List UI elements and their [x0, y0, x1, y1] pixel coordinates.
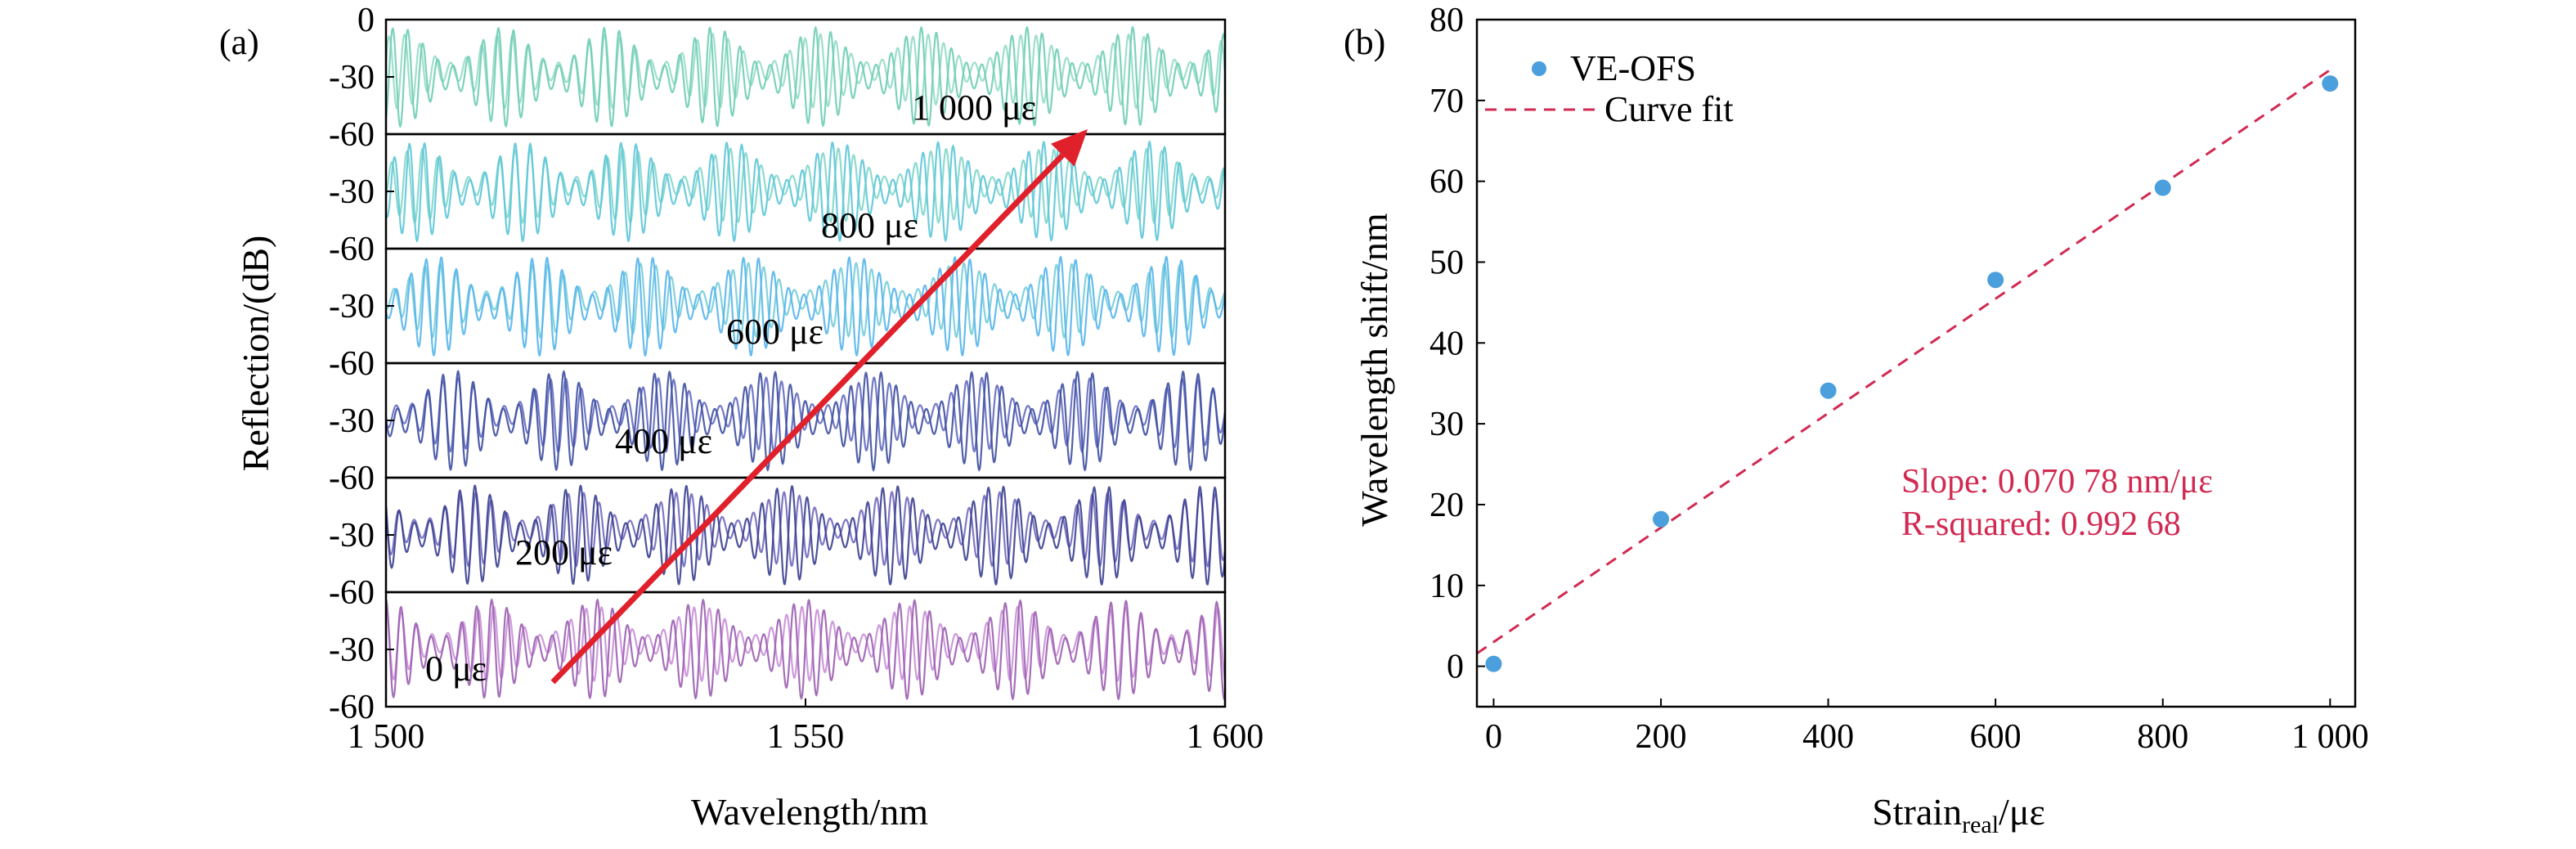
x-tick-labels: 0 200 400 600 800 1 000 [1485, 718, 2369, 756]
spectrum-trace-2-b [384, 375, 1226, 454]
y-tick-label: -60 [329, 574, 375, 612]
data-point [2154, 179, 2171, 196]
data-points [1485, 75, 2339, 672]
spectrum-trace-4-a [384, 140, 1226, 243]
trace-frames [384, 18, 1227, 708]
arrow-head [1051, 129, 1088, 167]
x-axis-title-b: Strainreal/με [1872, 791, 2045, 838]
y-tick-labels: 0 -30 -60 -30 -60 -30 -60 -30 -60 -30 -60 -30 -60 [329, 2, 375, 726]
y-tick-label: -30 [329, 631, 375, 669]
strain-label-5: 1 000 με [912, 88, 1036, 128]
strain-label-2: 400 με [615, 421, 712, 461]
y-axis-title-b: Wavelength shift/nm [1353, 213, 1395, 527]
x-axis-title-b-subscript: real [1962, 811, 1999, 838]
data-point [1820, 382, 1837, 399]
fit-line-path [1476, 69, 2331, 655]
y-tick-label: -30 [329, 402, 375, 440]
x-tick-label: 800 [2137, 718, 2188, 756]
x-tick-label: 200 [1636, 718, 1687, 756]
y-tick-label: -30 [329, 59, 375, 97]
spectrum-trace-3-b [385, 262, 1226, 339]
y-tick-label: -60 [329, 689, 375, 726]
strain-labels: 0 με 200 με 400 με 600 με 800 με 1 000 με [425, 88, 1036, 689]
x-tick-label: 1 550 [767, 718, 845, 756]
strain-label-3: 600 με [726, 312, 824, 352]
x-tick-labels: 1 500 1 550 1 600 [348, 718, 1264, 756]
fit-rsquared-text: R-squared: 0.992 68 [1901, 505, 2181, 543]
x-tick-label: 0 [1485, 718, 1502, 756]
y-tick-label: 40 [1429, 325, 1464, 362]
y-tick-label: -60 [329, 460, 375, 497]
spectrum-trace-2-a [384, 369, 1226, 472]
spectra-traces [384, 25, 1226, 701]
y-tick-label: 10 [1429, 568, 1464, 605]
y-tick-label: 60 [1429, 164, 1464, 201]
y-tick-label: 70 [1429, 83, 1464, 120]
data-point [1987, 272, 2004, 289]
x-axis-title-a: Wavelength/nm [691, 791, 928, 833]
strain-label-0: 0 με [425, 649, 487, 689]
x-tick-label: 600 [1970, 718, 2022, 756]
y-tick-label: -60 [329, 345, 375, 383]
x-tick-label: 1 600 [1187, 718, 1264, 756]
y-tick-label: 0 [1447, 649, 1464, 686]
panel-label-a: (a) [219, 22, 259, 62]
data-point [1485, 655, 1502, 672]
y-tick-label: -60 [329, 231, 375, 268]
y-tick-label: 50 [1429, 244, 1464, 281]
legend-label-ve-ofs: VE-OFS [1570, 48, 1696, 88]
legend-label-curve-fit: Curve fit [1604, 89, 1734, 129]
y-tick-label: -60 [329, 116, 375, 154]
x-tick-label: 1 500 [348, 718, 425, 756]
spectrum-trace-0-a [385, 598, 1226, 701]
x-tick-label: 1 000 [2291, 718, 2369, 756]
legend: VE-OFS Curve fit [1485, 48, 1734, 129]
y-tick-label: -30 [329, 288, 375, 326]
arrow-shaft [550, 153, 1065, 685]
y-tick-label: 0 [357, 2, 375, 39]
y-tick-label: 80 [1429, 2, 1464, 39]
axes [1475, 18, 2357, 708]
x-axis-title-b-suffix: /με [1999, 791, 2045, 833]
fit-line [1476, 69, 2331, 655]
y-tick-label: 20 [1429, 487, 1464, 524]
spectrum-trace-1-a [384, 484, 1226, 586]
spectrum-trace-5-a [384, 25, 1226, 128]
strain-label-1: 200 με [515, 532, 613, 573]
y-tick-label: 30 [1429, 406, 1464, 443]
panel-label-b: (b) [1344, 22, 1385, 62]
panel-b-wavelength-shift-chart: 0 200 400 600 800 1 000 0 10 20 30 40 50 60 70 80 VE-… [1344, 2, 2369, 838]
data-point [2322, 75, 2339, 92]
y-tick-label: -30 [329, 517, 375, 555]
y-tick-labels: 0 10 20 30 40 50 60 70 80 [1429, 2, 1464, 686]
panel-a-strain-spectra-chart: 0 -30 -60 -30 -60 -30 -60 -30 -60 -30 -60 -30 -60 1 … [219, 2, 1263, 833]
strain-arrow [550, 129, 1088, 685]
legend-marker-ve-ofs [1532, 61, 1546, 76]
data-point [1653, 510, 1670, 528]
x-axis-title-b-main: Strain [1872, 791, 1962, 833]
y-tick-label: -30 [329, 173, 375, 211]
fit-slope-text: Slope: 0.070 78 nm/με [1901, 463, 2213, 501]
plot-frame [1475, 18, 2357, 708]
x-tick-label: 400 [1802, 718, 1854, 756]
spectrum-trace-3-a [384, 255, 1226, 357]
y-axis-title-a: Reflection/(dB) [235, 236, 276, 472]
strain-label-4: 800 με [821, 205, 918, 245]
